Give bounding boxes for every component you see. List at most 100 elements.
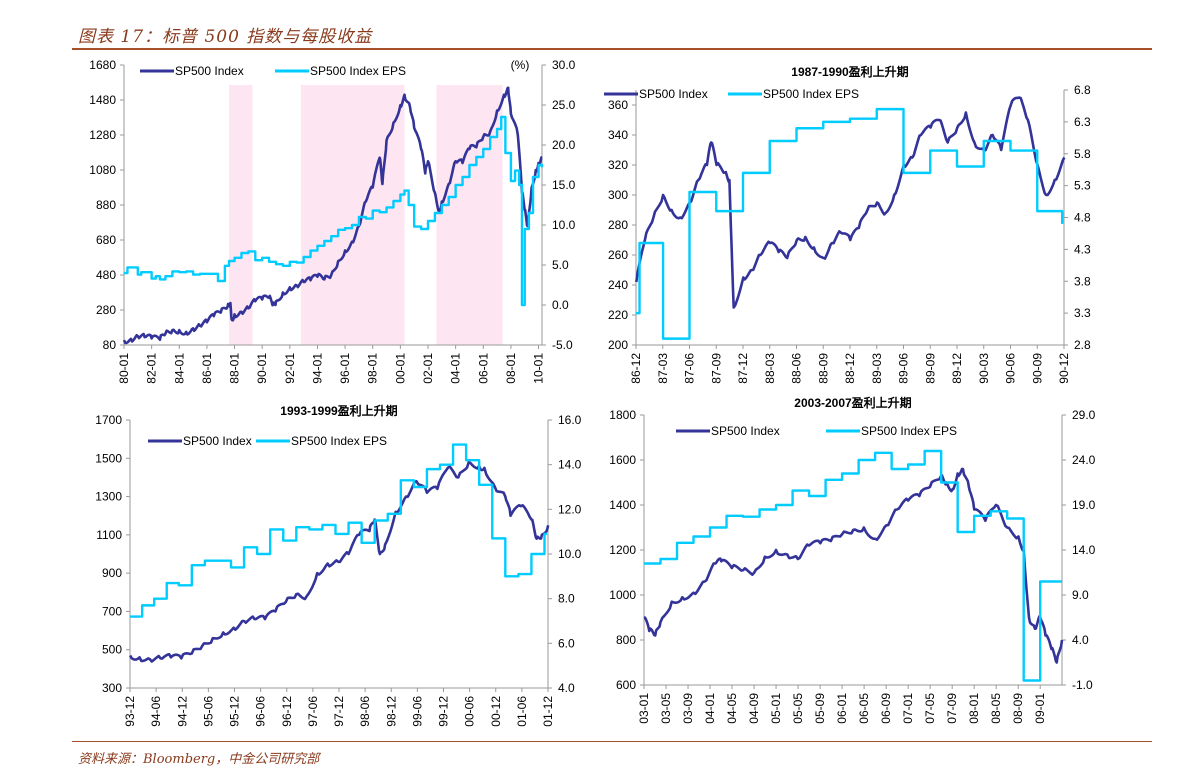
right-tick-label: 2.8 [1074, 338, 1091, 352]
left-tick-label: 1080 [89, 163, 116, 177]
left-tick-label: 1500 [95, 451, 122, 465]
x-tick-label: 88-06 [790, 353, 804, 384]
series-sp500-index [122, 86, 543, 345]
x-tick-label: 97-06 [306, 696, 320, 727]
x-tick-label: 96-01 [338, 353, 352, 384]
left-tick-label: 900 [102, 566, 122, 580]
legend-label-eps: SP500 Index EPS [763, 87, 859, 101]
legend-label-index: SP500 Index [639, 87, 708, 101]
x-tick-label: 04-09 [747, 693, 761, 724]
left-tick-label: 260 [608, 248, 628, 262]
series-sp500-eps [636, 107, 1064, 340]
right-tick-label: 4.3 [1074, 242, 1091, 256]
chart-p1987: 200 220 240 260 280 300 320 340 360 2.8 3.3 3.8 4.3 4… [604, 64, 1091, 384]
x-tick-label: 90-12 [1057, 353, 1071, 384]
x-tick-label: 06-01 [476, 353, 490, 384]
x-tick-label: 04-01 [703, 693, 717, 724]
right-tick-label: -5.0 [552, 338, 573, 352]
x-tick-label: 01-12 [541, 696, 555, 727]
chart-title: 1987-1990盈利上升期 [791, 64, 908, 79]
right-tick-label: 3.3 [1074, 306, 1091, 320]
x-tick-label: 02-01 [421, 353, 435, 384]
left-tick-label: 500 [102, 643, 122, 657]
x-tick-label: 94-01 [310, 353, 324, 384]
x-tick-label: 00-12 [489, 696, 503, 727]
legend-label-index: SP500 Index [711, 424, 780, 438]
x-tick-label: 88-12 [843, 353, 857, 384]
x-tick-label: 07-09 [945, 693, 959, 724]
x-tick-label: 08-05 [989, 693, 1003, 724]
x-tick-label: 98-06 [358, 696, 372, 727]
x-tick-label: 94-06 [149, 696, 163, 727]
x-tick-label: 00-01 [393, 353, 407, 384]
x-tick-label: 00-06 [463, 696, 477, 727]
series-sp500-eps [124, 115, 544, 307]
x-tick-label: 96-06 [254, 696, 268, 727]
x-tick-label: 86-12 [629, 353, 643, 384]
x-tick-label: 89-03 [870, 353, 884, 384]
left-tick-label: 320 [608, 158, 628, 172]
left-tick-label: 1100 [96, 528, 122, 542]
x-tick-label: 87-03 [656, 353, 670, 384]
x-tick-label: 87-06 [683, 353, 697, 384]
x-tick-label: 08-09 [1011, 693, 1025, 724]
x-tick-label: 96-12 [280, 696, 294, 727]
chart-p2003: 600 800 1000 1200 1400 1600 1800 -1.0 4.0 9.0 14.0… [609, 395, 1095, 724]
right-tick-label: 6.8 [1074, 83, 1091, 97]
right-tick-label: 5.8 [1074, 147, 1091, 161]
left-tick-label: 280 [608, 218, 628, 232]
right-tick-label: 6.3 [1074, 115, 1091, 129]
left-tick-label: 680 [96, 233, 116, 247]
left-tick-label: 1680 [89, 58, 116, 72]
x-tick-label: 01-06 [515, 696, 529, 727]
x-tick-label: 89-06 [897, 353, 911, 384]
right-tick-label: 4.8 [1074, 211, 1091, 225]
x-tick-label: 99-06 [410, 696, 424, 727]
right-tick-label: 24.0 [1072, 453, 1096, 467]
left-tick-label: 880 [96, 198, 116, 212]
x-tick-label: 98-01 [366, 353, 380, 384]
x-tick-label: 06-01 [835, 693, 849, 724]
x-tick-label: 87-12 [736, 353, 750, 384]
x-tick-label: 04-01 [449, 353, 463, 384]
x-tick-label: 90-06 [1004, 353, 1018, 384]
right-tick-label: 14.0 [558, 458, 582, 472]
x-tick-label: 08-01 [504, 353, 518, 384]
x-tick-label: 03-09 [681, 693, 695, 724]
right-tick-label: 29.0 [1072, 408, 1096, 422]
left-tick-label: 1000 [609, 588, 636, 602]
x-tick-label: 88-09 [816, 353, 830, 384]
left-tick-label: 1600 [609, 453, 636, 467]
left-tick-label: 600 [616, 678, 636, 692]
x-tick-label: 90-03 [977, 353, 991, 384]
right-tick-label: 0.0 [552, 298, 569, 312]
x-tick-label: 80-01 [117, 353, 131, 384]
x-tick-label: 93-12 [123, 696, 137, 727]
x-tick-label: 87-09 [709, 353, 723, 384]
right-tick-label: -1.0 [1072, 678, 1093, 692]
footer-divider [72, 741, 1152, 742]
left-tick-label: 340 [608, 128, 628, 142]
x-tick-label: 05-01 [769, 693, 783, 724]
x-tick-label: 03-05 [659, 693, 673, 724]
x-tick-label: 06-09 [879, 693, 893, 724]
left-tick-label: 80 [103, 338, 117, 352]
right-tick-label: 9.0 [1072, 588, 1089, 602]
x-tick-label: 94-12 [175, 696, 189, 727]
x-tick-label: 08-01 [967, 693, 981, 724]
right-tick-label: 30.0 [552, 58, 576, 72]
left-tick-label: 700 [102, 604, 122, 618]
chart-title: 2003-2007盈利上升期 [794, 395, 911, 410]
x-tick-label: 90-01 [255, 353, 269, 384]
x-tick-label: 03-01 [637, 693, 651, 724]
legend-label-eps: SP500 Index EPS [291, 434, 387, 448]
x-tick-label: 84-01 [172, 353, 186, 384]
x-tick-label: 89-09 [923, 353, 937, 384]
left-tick-label: 480 [96, 268, 116, 282]
series-sp500-index [643, 467, 1064, 664]
x-tick-label: 82-01 [145, 353, 159, 384]
right-tick-label: 4.0 [558, 681, 575, 695]
left-tick-label: 1280 [89, 128, 116, 142]
right-tick-label: 3.8 [1074, 274, 1091, 288]
left-tick-label: 200 [608, 338, 628, 352]
